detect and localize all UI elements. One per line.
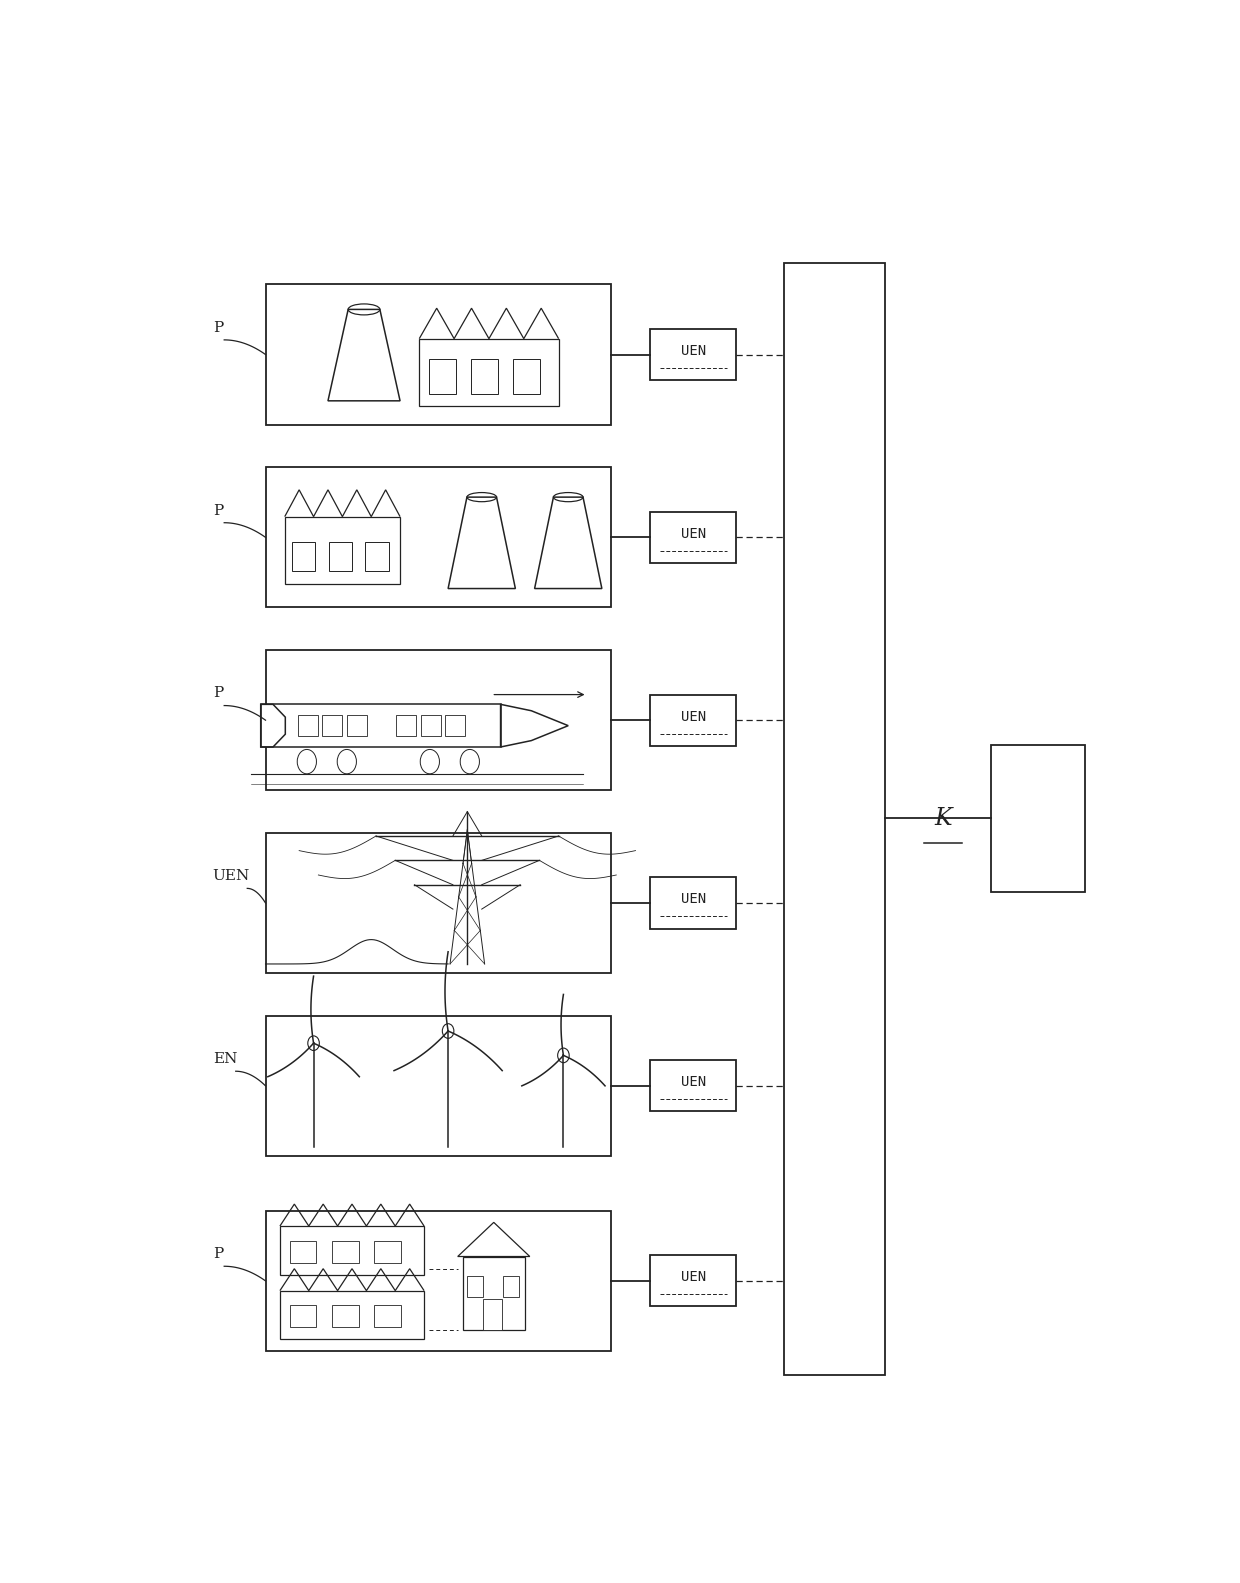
Text: UEN: UEN: [681, 344, 706, 358]
Bar: [289, 1241, 316, 1263]
Bar: [260, 704, 501, 747]
Bar: [650, 695, 737, 746]
Bar: [265, 1016, 611, 1156]
Circle shape: [443, 1024, 454, 1038]
Bar: [650, 511, 737, 564]
Bar: [785, 263, 885, 1374]
Text: UEN: UEN: [681, 893, 706, 907]
Bar: [265, 285, 611, 424]
Bar: [332, 1241, 358, 1263]
Bar: [467, 1276, 482, 1296]
Bar: [420, 716, 440, 736]
Text: UEN: UEN: [213, 869, 250, 883]
Bar: [322, 716, 342, 736]
Bar: [374, 1241, 401, 1263]
Bar: [650, 1255, 737, 1306]
Bar: [298, 716, 317, 736]
Bar: [482, 1300, 502, 1330]
Bar: [650, 877, 737, 929]
Bar: [503, 1276, 518, 1296]
Bar: [429, 359, 456, 394]
Bar: [991, 744, 1085, 893]
Bar: [445, 716, 465, 736]
Bar: [265, 1211, 611, 1350]
Text: EN: EN: [213, 1053, 237, 1065]
Text: UEN: UEN: [681, 709, 706, 723]
Bar: [419, 339, 558, 405]
Text: P: P: [213, 321, 223, 334]
Text: K: K: [934, 807, 952, 831]
Text: P: P: [213, 687, 223, 700]
Circle shape: [558, 1048, 569, 1062]
Bar: [366, 543, 388, 571]
Bar: [280, 1290, 424, 1339]
Bar: [332, 1306, 358, 1327]
Bar: [280, 1225, 424, 1274]
Bar: [265, 651, 611, 790]
Bar: [265, 833, 611, 974]
Text: P: P: [213, 1247, 223, 1262]
Text: UEN: UEN: [681, 1270, 706, 1284]
Circle shape: [308, 1035, 320, 1051]
Bar: [463, 1257, 525, 1330]
Bar: [265, 467, 611, 608]
Bar: [289, 1306, 316, 1327]
Bar: [347, 716, 367, 736]
Bar: [329, 543, 352, 571]
Text: P: P: [213, 503, 223, 518]
Text: UEN: UEN: [681, 1075, 706, 1089]
Bar: [471, 359, 498, 394]
Bar: [396, 716, 415, 736]
Bar: [650, 329, 737, 380]
Bar: [374, 1306, 401, 1327]
Bar: [650, 1061, 737, 1111]
Bar: [285, 516, 401, 584]
Text: UEN: UEN: [681, 527, 706, 541]
Bar: [293, 543, 315, 571]
Bar: [513, 359, 541, 394]
